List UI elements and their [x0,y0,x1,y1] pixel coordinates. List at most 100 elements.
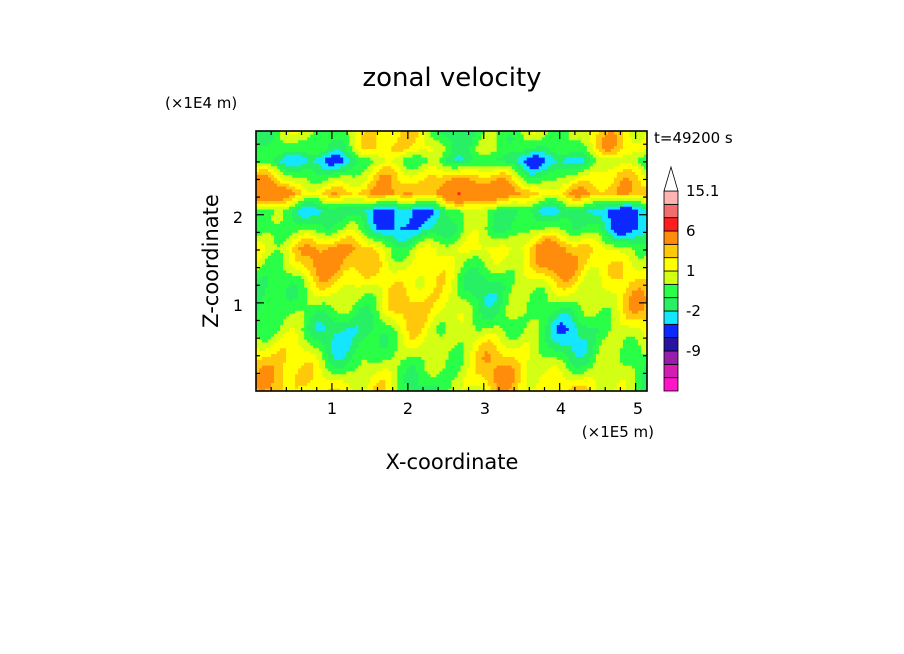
field-cell [457,229,465,233]
field-cell [496,206,537,210]
field-cell [256,229,299,233]
field-cell [562,159,585,164]
field-cell [490,356,516,360]
field-cell [325,287,341,291]
field-cell [445,362,465,366]
field-cell [367,235,377,239]
field-cell [451,281,459,285]
field-cell [379,336,389,340]
field-cell [454,275,459,279]
field-cell [283,214,293,219]
field-cell [454,240,465,245]
field-cell [301,168,314,173]
field-cell [400,133,420,138]
field-cell [307,136,350,141]
field-cell [298,197,305,201]
field-cell [466,385,483,389]
field-cell [427,217,438,222]
field-cell [280,159,308,164]
field-cell [445,269,456,274]
field-cell [511,223,573,227]
field-cell [541,203,561,207]
field-cell [379,258,386,262]
field-cell [550,229,555,233]
field-cell [568,217,603,222]
field-cell [643,266,647,271]
field-cell [400,327,407,331]
field-cell [343,269,359,274]
field-cell [565,246,594,251]
field-cell [445,200,456,204]
field-cell [511,226,546,230]
field-cell [298,235,317,239]
field-cell [475,131,486,135]
field-cell [313,367,323,372]
field-cell [391,145,410,149]
field-cell [379,310,383,314]
field-cell [556,272,576,277]
field-cell [256,180,275,184]
field-cell [379,284,392,288]
field-cell [325,157,344,161]
field-cell [310,321,317,326]
field-cell [319,362,326,366]
field-cell [544,287,552,291]
field-cell [409,298,426,303]
field-cell [295,373,314,378]
field-cell [256,269,287,274]
field-cell [463,313,474,317]
field-cell [490,151,510,155]
field-cell [307,266,317,271]
field-cell [469,365,477,369]
field-cell [343,159,350,164]
field-cell [634,379,642,383]
field-cell [526,174,543,178]
field-cell [550,148,588,152]
field-cell [379,313,386,317]
field-cell [322,301,326,305]
field-cell [454,344,465,349]
field-cell [370,232,383,236]
field-cell [268,168,275,173]
field-cell [517,385,528,389]
field-cell [568,136,591,141]
field-cell [340,154,347,158]
field-cell [577,284,603,288]
field-cell [472,142,480,147]
field-cell [262,240,275,245]
field-cell [382,232,420,236]
field-cell [298,229,317,233]
y-axis-label: Z-coordinate [199,194,223,328]
field-cell [496,142,585,147]
field-cell [610,217,639,222]
field-cell [370,330,398,334]
field-cell [367,382,377,386]
field-cell [355,284,362,288]
field-cell [283,333,299,337]
field-cell [631,180,642,184]
field-cell [469,362,477,366]
field-cell [292,211,299,216]
field-cell [640,200,647,204]
field-cell [574,324,588,329]
field-cell [373,292,383,297]
field-cell [358,344,380,349]
field-cell [613,180,621,184]
field-cell [451,142,474,147]
field-cell [457,226,465,230]
field-cell [577,327,600,331]
field-cell [451,145,471,149]
field-cell [325,232,332,236]
field-cell [586,350,594,355]
field-cell [439,139,453,144]
field-cell [325,301,356,305]
field-cell [478,255,492,259]
field-cell [373,220,395,225]
field-cell [487,220,495,225]
field-cell [622,310,633,314]
field-cell [526,367,549,372]
field-cell [361,272,377,277]
field-cell [547,367,561,372]
field-cell [439,310,474,314]
field-cell [607,269,624,274]
